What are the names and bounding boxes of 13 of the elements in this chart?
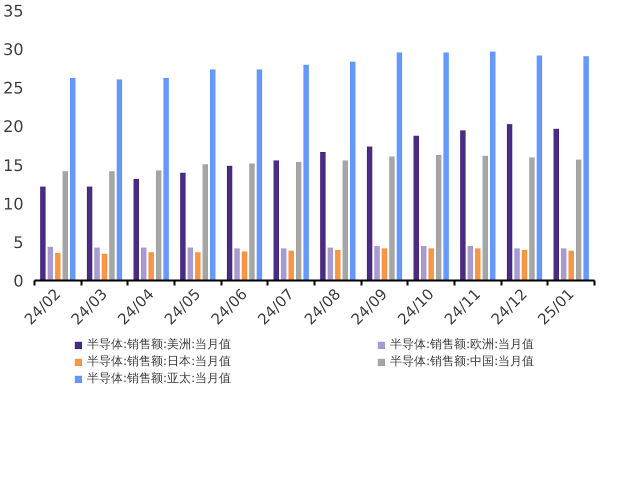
y-tick-label: 0 (13, 272, 24, 290)
legend-label: 半导体:销售额:日本:当月值 (87, 353, 232, 370)
legend-label: 半导体:销售额:美洲:当月值 (87, 336, 232, 353)
y-tick-label: 20 (3, 117, 24, 136)
y-tick-label: 25 (3, 78, 24, 98)
legend-label: 半导体:销售额:中国:当月值 (390, 353, 536, 370)
legend-label: 半导体:销售额:亚太:当月值 (87, 370, 232, 387)
y-tick-label: 35 (3, 2, 24, 20)
legend-label: 半导体:销售额:欧洲:当月值 (390, 336, 536, 353)
y-tick-label: 15 (3, 156, 24, 175)
y-tick-label: 10 (3, 194, 24, 214)
y-tick-label: 30 (3, 40, 24, 60)
y-tick-label: 5 (13, 232, 24, 252)
